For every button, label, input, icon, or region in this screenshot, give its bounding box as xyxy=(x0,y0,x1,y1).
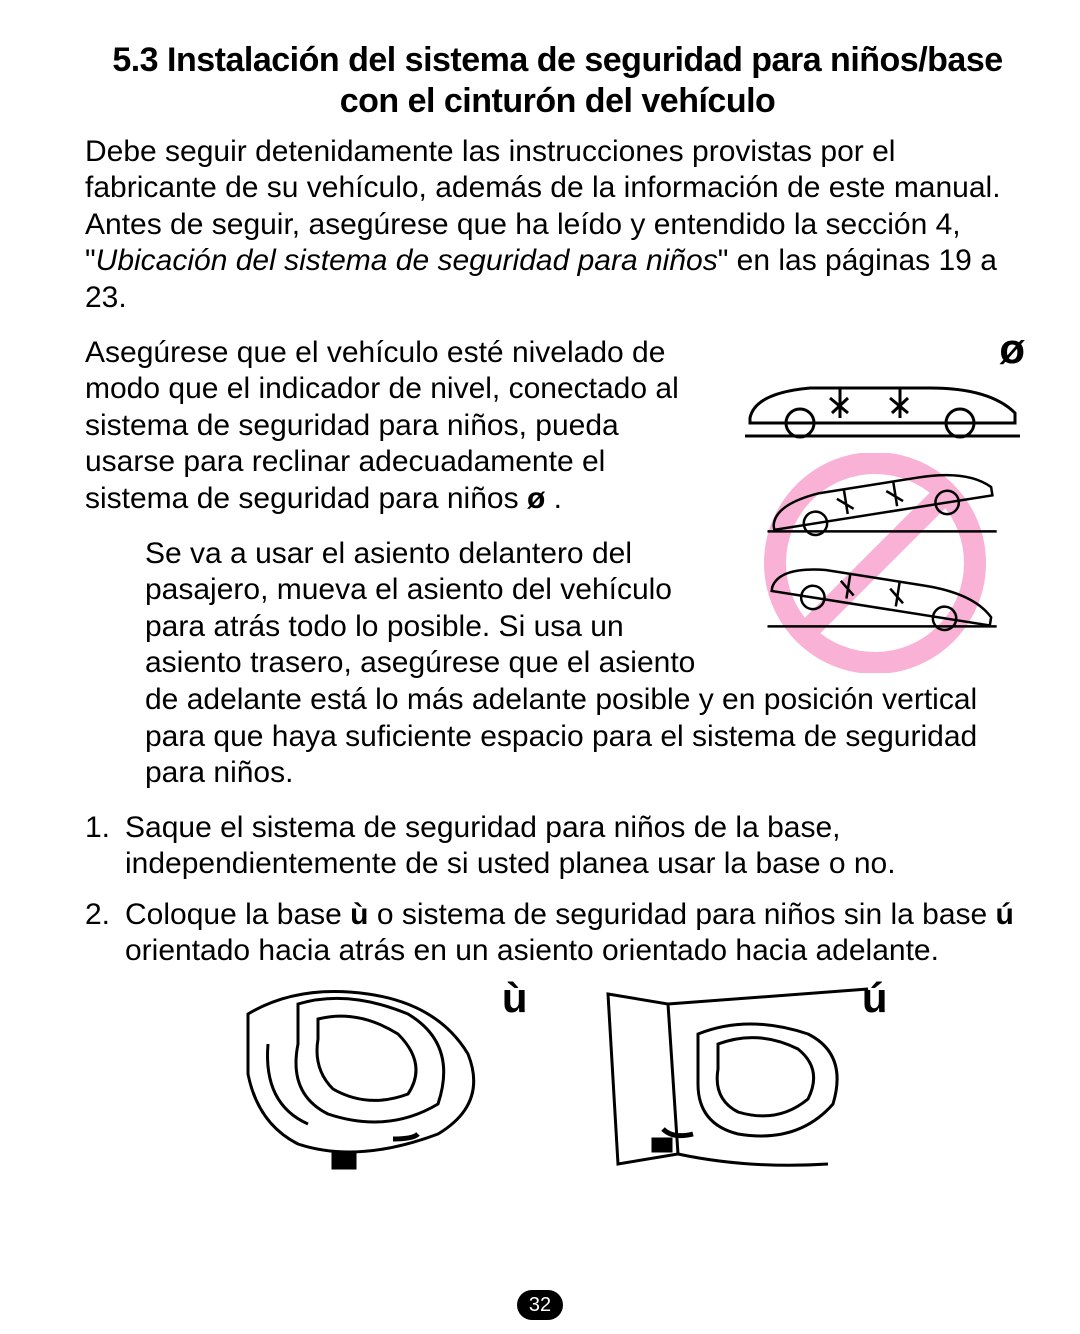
car-level-icon xyxy=(730,368,1030,443)
figure-base: ù xyxy=(238,984,518,1179)
car-tilted-prohibited xyxy=(730,443,1030,663)
figure-label: ú xyxy=(862,974,888,1022)
level-diagram: ø xyxy=(730,325,1030,663)
symbol-u-acute: ú xyxy=(996,898,1014,931)
car-tilt-up-icon xyxy=(730,463,1030,538)
level-post: . xyxy=(545,482,562,515)
figure-label: ù xyxy=(502,974,528,1022)
list2-mid: o sistema de seguridad para niños sin la… xyxy=(369,898,996,931)
list-text: Coloque la base ù o sistema de seguridad… xyxy=(125,897,1030,970)
list-number: 2. xyxy=(85,897,125,970)
figure-nobase: ú xyxy=(598,984,878,1179)
diagram-badge: ø xyxy=(730,325,1030,373)
car-tilt-down-icon xyxy=(730,558,1030,633)
symbol-u-grave: ù xyxy=(350,898,368,931)
carseat-base-icon xyxy=(238,984,518,1174)
list2-post: orientado hacia atrás en un asiento orie… xyxy=(125,934,939,967)
page-number: 32 xyxy=(517,1290,563,1320)
list-number: 1. xyxy=(85,810,125,883)
list-item: 1. Saque el sistema de seguridad para ni… xyxy=(85,810,1030,883)
level-pre: Asegúrese que el vehículo esté nivelado … xyxy=(85,336,679,515)
instruction-list: 1. Saque el sistema de seguridad para ni… xyxy=(85,810,1030,970)
section-heading: 5.3 Instalación del sistema de seguridad… xyxy=(85,40,1030,122)
carseat-nobase-icon xyxy=(598,984,878,1174)
bottom-figures: ù ú xyxy=(85,984,1030,1179)
intro-paragraph: Debe seguir detenidamente las instruccio… xyxy=(85,134,1030,317)
intro-italic: Ubicación del sistema de seguridad para … xyxy=(96,244,718,277)
list-item: 2. Coloque la base ù o sistema de seguri… xyxy=(85,897,1030,970)
list2-pre: Coloque la base xyxy=(125,898,350,931)
list-text: Saque el sistema de seguridad para niños… xyxy=(125,810,1030,883)
symbol-o: ø xyxy=(527,482,545,515)
